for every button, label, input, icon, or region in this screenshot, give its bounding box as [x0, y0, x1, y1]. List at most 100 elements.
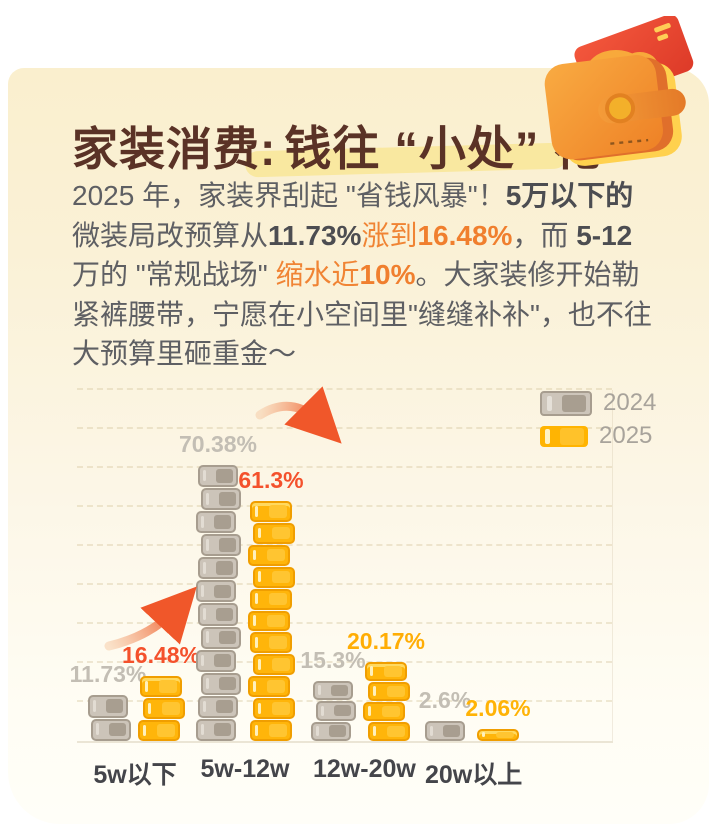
coin-icon: [198, 557, 238, 580]
chart-legend: 2024 2025: [540, 389, 657, 458]
intro-segment: 11.73%: [268, 219, 362, 251]
coin-icon: [363, 702, 405, 721]
wallet-icon: [544, 16, 694, 166]
bar-slot-2025: 16.48%: [122, 390, 200, 741]
bar-slot-2025: 20.17%: [347, 390, 425, 741]
bar-group-5w以下: 11.73% 16.48% 5w以下: [70, 390, 200, 789]
coin-icon: [248, 610, 290, 632]
coin-icon: [198, 695, 238, 718]
bar-2024-5w以下: [88, 695, 131, 741]
gridline: [77, 427, 612, 429]
title-emphasis: 钱往 “小处” 花: [284, 122, 602, 175]
intro-segment: 。大家装修开始勒紧裤腰带，宁愿在小空间里"缝缝补补"，也不往大预算里砸重金～: [72, 259, 652, 369]
bar-2024-5w-12w: [196, 465, 241, 741]
coin-icon: [253, 522, 295, 544]
value-label-2025: 20.17%: [346, 628, 426, 654]
coin-icon: [311, 721, 351, 741]
coin-icon: [253, 698, 295, 720]
wallet-body: [544, 55, 686, 166]
coin-icon: [250, 632, 292, 654]
legend-label-2024: 2024: [603, 389, 657, 416]
bar-slot-2024: 2.6%: [419, 390, 471, 741]
coin-icon: [198, 465, 238, 488]
value-label-2025: 61.3%: [238, 467, 304, 493]
value-label-2024: 15.3%: [300, 647, 366, 673]
coin-icon: [140, 676, 182, 697]
coin-icon: [138, 720, 180, 741]
coin-icon: [196, 580, 236, 603]
gridline: [77, 661, 612, 663]
bar-2024-12w-20w: [311, 681, 356, 741]
bar-2025-20w以上: [477, 729, 519, 741]
legend-swatch-2025-coin-icon: [540, 425, 588, 447]
gridline: [77, 466, 612, 468]
stitching: [610, 138, 649, 145]
coin-icon: [365, 662, 407, 681]
bar-2025-5w-12w: [248, 501, 295, 741]
coin-icon: [143, 698, 185, 719]
coin-icon: [253, 654, 295, 676]
coin-icon: [88, 695, 128, 718]
legend-item-2024: 2024: [540, 389, 657, 416]
bar-2025-5w以下: [138, 676, 185, 741]
coin-icon: [368, 682, 410, 701]
value-label-2024: 11.73%: [69, 661, 147, 687]
coin-icon: [248, 544, 290, 566]
coin-icon: [196, 718, 236, 741]
value-label-2025: 16.48%: [121, 642, 201, 668]
coin-icon: [201, 488, 241, 511]
coin-icon: [250, 501, 292, 522]
bar-slot-2024: 70.38%: [179, 390, 257, 741]
intro-segment: 5-12: [576, 219, 633, 251]
category-label: 5w以下: [93, 761, 177, 789]
category-label: 12w-20w: [313, 755, 416, 783]
legend-label-2025: 2025: [599, 422, 653, 449]
gridline: [77, 700, 612, 702]
category-label: 5w-12w: [200, 755, 290, 783]
gridline: [77, 544, 612, 546]
bar-slot-2025: 2.06%: [465, 390, 531, 741]
coin-icon: [477, 729, 519, 741]
coin-icon: [316, 701, 356, 721]
bar-slot-2024: 11.73%: [70, 390, 146, 741]
gridline: [77, 388, 612, 390]
bar-group-12w-20w: 15.3% 20.17% 12w-20w: [300, 390, 425, 783]
intro-segment: ，而: [512, 219, 577, 251]
coin-icon: [201, 626, 241, 649]
coin-icon: [201, 672, 241, 695]
coin-icon: [196, 511, 236, 534]
coin-icon: [248, 676, 290, 698]
coin-icon: [201, 534, 241, 557]
page-title: 家装消费: 钱往 “小处” 花: [72, 110, 601, 179]
category-label: 20w以上: [425, 761, 523, 789]
title-prefix: 家装消费:: [72, 123, 277, 175]
value-label-2025: 2.06%: [465, 695, 531, 721]
intro-segment: 涨到: [361, 219, 418, 251]
value-label-2024: 2.6%: [418, 687, 472, 713]
intro-segment: 微装局改预算从: [72, 219, 269, 251]
intro-paragraph: 2025 年，家装界刮起 "省钱风暴"！5万以下的微装局改预算从11.73%涨到…: [72, 176, 652, 374]
bar-slot-2025: 61.3%: [238, 390, 304, 741]
bar-2025-12w-20w: [363, 662, 410, 741]
infographic-card: 家装消费: 钱往 “小处” 花 2025 年，家装界刮起 "省钱风暴"！5万以下的…: [8, 16, 709, 824]
intro-segment: 缩水近: [275, 259, 360, 290]
coin-icon: [198, 603, 238, 626]
gridline: [77, 622, 612, 624]
legend-item-2025: 2025: [540, 422, 656, 449]
value-label-2024: 70.38%: [178, 431, 258, 457]
coin-icon: [313, 681, 353, 701]
coin-icon: [253, 566, 295, 588]
intro-segment: 2025 年，家装界刮起 "省钱风暴"！: [72, 180, 506, 211]
bar-group-20w以上: 2.6% 2.06% 20w以上: [419, 390, 531, 789]
legend-swatch-2024-coin-icon: [540, 390, 592, 416]
coin-icon: [196, 649, 236, 672]
coin-icon: [250, 588, 292, 610]
bar-group-5w-12w: 70.38% 61.3% 5w-12w: [179, 390, 304, 783]
bar-2024-20w以上: [425, 721, 465, 741]
coin-icon: [91, 718, 131, 741]
coin-icon: [250, 720, 292, 741]
intro-segment: 10%: [359, 259, 416, 290]
wallet-clasp-button: [609, 97, 632, 120]
coin-icon: [368, 722, 410, 741]
intro-segment: 16.48%: [417, 219, 513, 251]
